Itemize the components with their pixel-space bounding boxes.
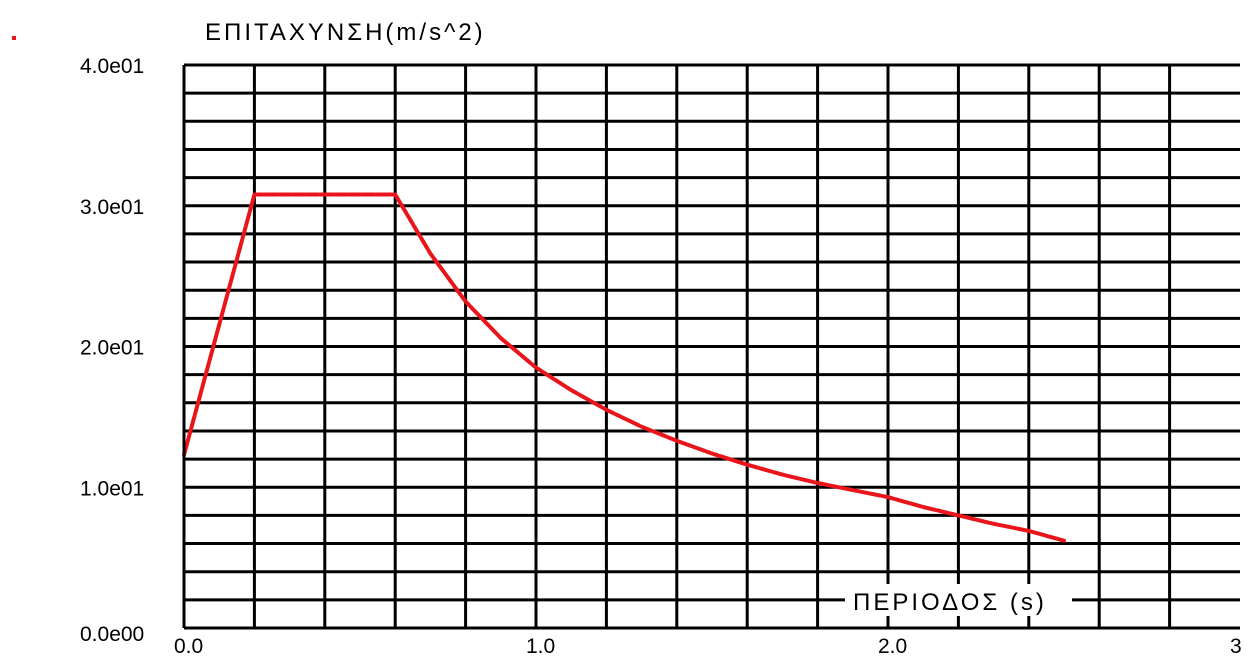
x-tick-label: 2.0 [878, 635, 907, 655]
x-tick-label: 3 [1230, 635, 1242, 655]
y-tick-label: 1.0e01 [80, 477, 144, 500]
y-tick-label: 0.0e00 [80, 623, 144, 646]
y-tick-label: 3.0e01 [80, 196, 144, 219]
y-tick-label: 2.0e01 [80, 337, 144, 360]
y-axis-title: ΕΠΙΤΑΧΥΝΣΗ(m/s^2) [205, 19, 486, 46]
grid [184, 65, 1240, 628]
x-axis-title-background [845, 584, 1072, 616]
x-tick-label: 0.0 [174, 635, 203, 655]
corner-dot [12, 36, 16, 40]
tick-labels: 0.0 1.0 2.0 3 0.0e00 1.0e01 2.0e01 3.0e01 4.0e01 [80, 55, 1242, 658]
y-tick-label: 4.0e01 [80, 55, 144, 78]
axes [182, 63, 1240, 630]
series-line [182, 192, 1066, 543]
series-layer [182, 192, 1066, 543]
x-axis-title: ΠΕΡΙΟΔΟΣ (s) [853, 589, 1047, 616]
x-tick-label: 1.0 [526, 635, 555, 655]
